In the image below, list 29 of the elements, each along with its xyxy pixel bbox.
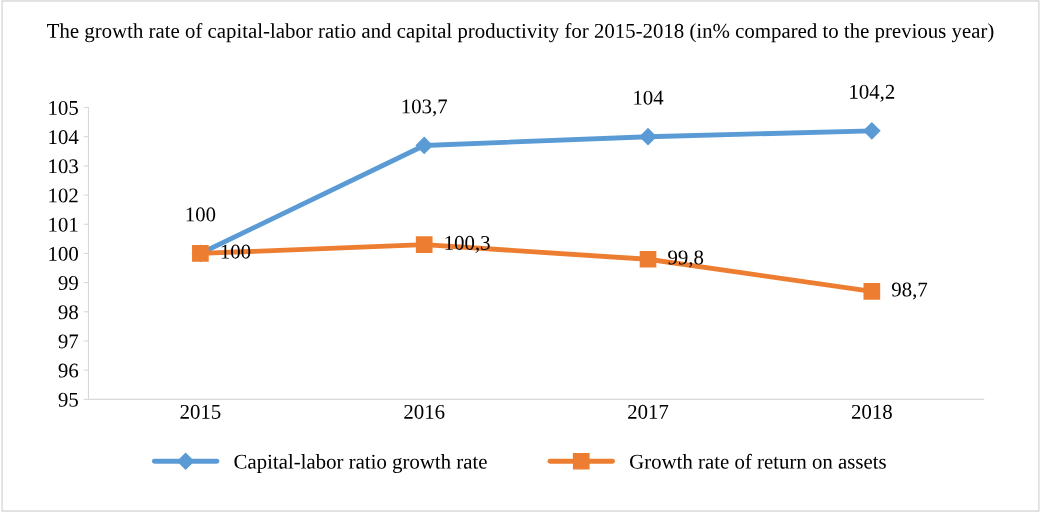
point (415, 136, 433, 155)
data-label: 104 (634, 90, 664, 105)
y-tick-label: 105 (49, 100, 78, 115)
legend-label: Growth rate of return on assets (630, 453, 886, 469)
x-tick-label: 2016 (404, 404, 445, 419)
y-tick-label: 102 (49, 188, 78, 203)
point (639, 250, 657, 268)
x-tick-label: 2017 (628, 404, 669, 419)
data-label: 103,7 (402, 99, 448, 117)
y-tick-label: 104 (49, 130, 79, 145)
data-label: 104,2 (850, 84, 895, 102)
y-tick-label: 99 (58, 276, 78, 291)
y-tick-label: 97 (58, 334, 79, 349)
legend-label: Capital-labor ratio growth rate (234, 454, 487, 474)
data-label: 100 (186, 207, 216, 222)
y-tick-label: 100 (49, 246, 78, 261)
chart-title: The growth rate of capital-labor ratio and capital productivity for 2015-2018 (in% compared to the previous year) (47, 23, 994, 43)
data-label: 98,7 (891, 282, 928, 300)
point (415, 236, 433, 254)
y-tick-label: 101 (49, 217, 78, 232)
point (863, 283, 881, 300)
y-tick-label: 95 (58, 392, 78, 407)
x-tick-label: 2015 (180, 404, 221, 419)
point (863, 122, 881, 140)
point (639, 128, 657, 146)
y-tick-label: 103 (49, 159, 78, 174)
x-tick-label: 2018 (851, 404, 892, 419)
y-tick-label: 98 (58, 305, 78, 320)
y-tick-label: 96 (58, 363, 79, 378)
